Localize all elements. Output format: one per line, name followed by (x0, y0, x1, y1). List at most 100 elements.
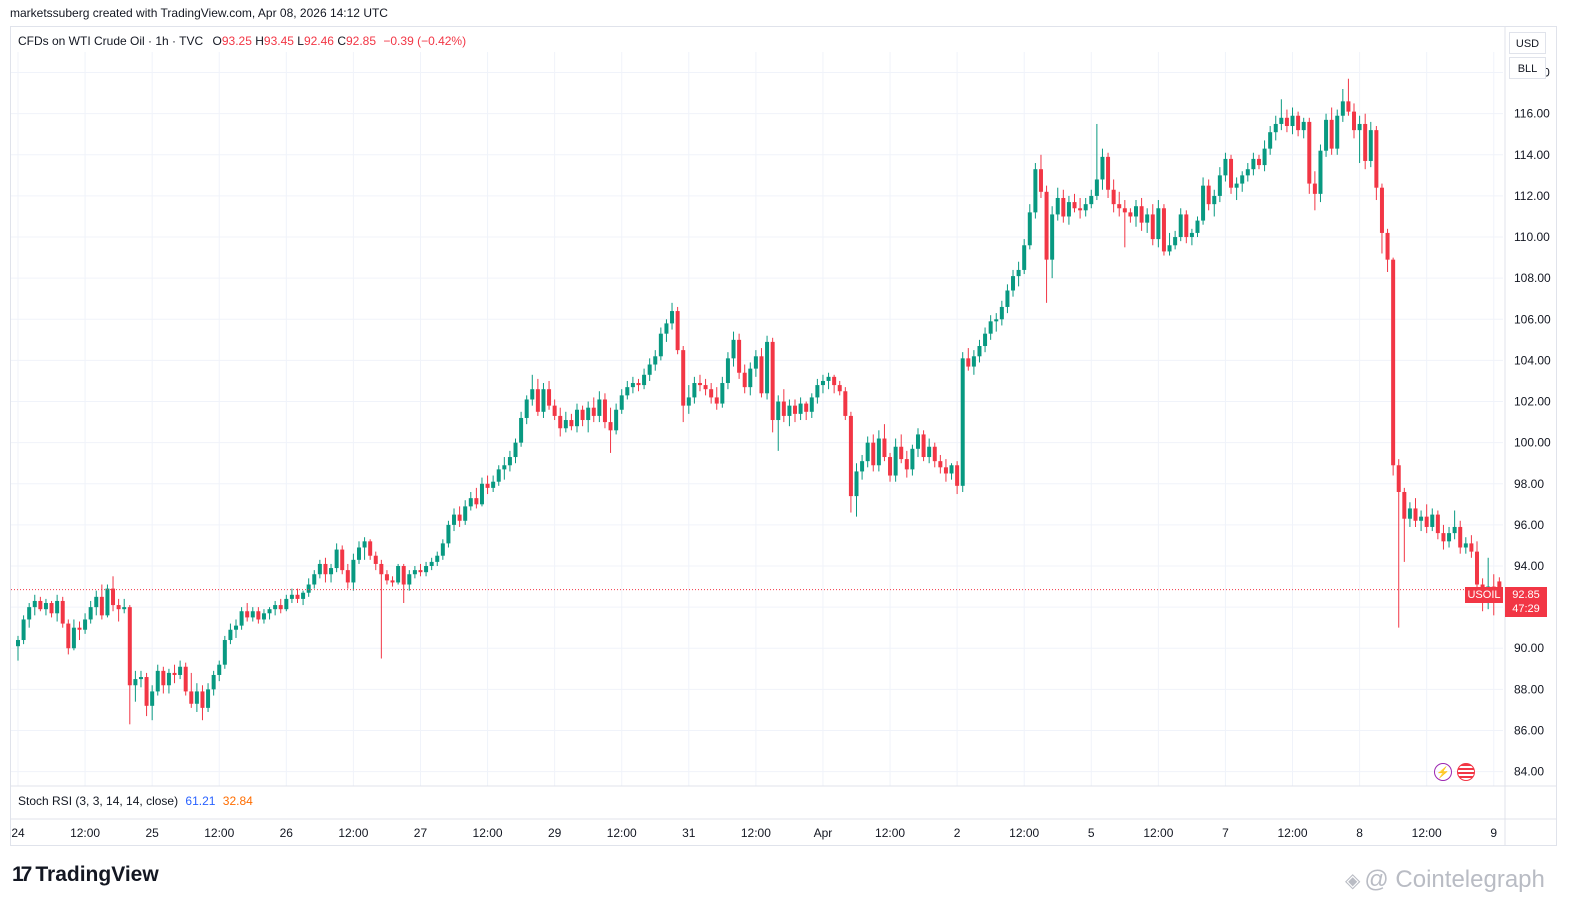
candle-body (239, 611, 244, 626)
candle (71, 619, 76, 651)
symbol-description[interactable]: CFDs on WTI Crude Oil · 1h · TVC (18, 34, 204, 48)
candle-body (848, 415, 853, 497)
candle (189, 672, 194, 708)
candle-body (737, 339, 742, 373)
candle-body (876, 438, 881, 466)
y-tick-label: 114.00 (1514, 148, 1550, 162)
candle-body (1407, 508, 1412, 519)
symbol-legend[interactable]: CFDs on WTI Crude Oil · 1h · TVC O93.25 … (18, 34, 466, 48)
candle (1134, 200, 1138, 227)
low-value: 92.46 (303, 34, 334, 48)
candle-body (820, 380, 825, 386)
candle (368, 539, 373, 560)
candle (507, 450, 512, 472)
candle-body (1161, 208, 1166, 252)
candle-body (1240, 175, 1245, 184)
candle (1128, 208, 1133, 223)
lightning-icon[interactable]: ⚡ (1434, 763, 1452, 781)
candle (317, 559, 322, 579)
candle (563, 411, 568, 433)
candle (899, 434, 904, 464)
candle-body (334, 549, 339, 569)
candle-body (21, 619, 26, 641)
candle (1284, 109, 1289, 133)
candle (440, 539, 445, 560)
x-tick-label: 25 (145, 826, 159, 840)
candle (971, 350, 976, 375)
candle (83, 613, 88, 634)
candle (1340, 89, 1345, 122)
candle (491, 475, 496, 492)
candle-body (1329, 119, 1334, 149)
candle-body (804, 403, 809, 412)
price-axis[interactable]: 84.0086.0088.0090.0092.0094.0096.0098.00… (1514, 66, 1551, 779)
candle (16, 635, 20, 661)
candle-body (1284, 117, 1289, 127)
x-tick-label: 7 (1222, 826, 1229, 840)
us-flag-icon[interactable] (1457, 763, 1475, 781)
candle-body (1139, 206, 1144, 223)
candle-body (278, 605, 283, 610)
candle-body (1145, 214, 1150, 223)
candle (932, 442, 937, 468)
candle-body (653, 356, 658, 365)
candle (1061, 189, 1066, 223)
candle-body (1301, 121, 1306, 131)
candle-body (759, 356, 764, 394)
watermark-text: @ Cointelegraph (1364, 866, 1545, 893)
candle-body (1122, 208, 1127, 213)
candle (1229, 154, 1234, 194)
unit-button[interactable]: BLL (1509, 57, 1546, 79)
high-value: 93.45 (263, 34, 294, 48)
candle-body (83, 619, 88, 630)
candle-body (1374, 130, 1379, 188)
candle-body (882, 438, 887, 458)
tradingview-logo-mark: 17 (12, 863, 32, 886)
candle (558, 407, 563, 437)
candle-body (256, 611, 261, 620)
candle-body (575, 409, 579, 427)
candle (737, 333, 742, 379)
candle-body (396, 566, 401, 583)
candle (670, 302, 675, 330)
candle-body (1474, 551, 1479, 585)
candle-body (960, 358, 965, 486)
candle-body (1072, 202, 1077, 209)
candle-body (189, 691, 194, 704)
stoch-rsi-legend[interactable]: Stoch RSI (3, 3, 14, 14, close) 61.21 32… (18, 794, 253, 808)
candle (575, 403, 579, 433)
close-label: C (337, 34, 346, 48)
candle (921, 430, 926, 462)
candle-body (1212, 195, 1217, 205)
candle-body (38, 600, 43, 610)
last-price-tag: 92.85 47:29 (1505, 587, 1547, 617)
candle (183, 662, 188, 696)
indicator-name[interactable]: Stoch RSI (3, 3, 14, 14, close) (18, 794, 179, 808)
candle (452, 508, 457, 532)
candle-body (155, 670, 160, 692)
candle (709, 383, 714, 404)
candle-body (172, 672, 177, 675)
candle-body (284, 598, 289, 610)
candlesticks (16, 78, 1502, 725)
candle-body (893, 446, 898, 476)
candle-body (949, 465, 954, 474)
candle (787, 399, 792, 427)
candle (468, 491, 473, 511)
cointelegraph-watermark: ◈ @ Cointelegraph (1345, 866, 1545, 894)
candle-body (586, 407, 591, 421)
candle-body (714, 397, 719, 404)
candle (513, 438, 518, 464)
candle-body (1262, 148, 1267, 166)
candle (94, 590, 99, 616)
currency-button[interactable]: USD (1509, 32, 1546, 54)
candle (1178, 208, 1183, 242)
candle-body (273, 605, 278, 610)
candle (1245, 163, 1250, 182)
time-axis[interactable]: 24 12:00 25 12:00 26 12:00 27 12:00 29 12:00 31 12:… (11, 826, 1497, 840)
candle (1094, 123, 1099, 201)
candle (524, 395, 529, 425)
candle (977, 339, 982, 363)
x-tick-label: 8 (1356, 826, 1363, 840)
